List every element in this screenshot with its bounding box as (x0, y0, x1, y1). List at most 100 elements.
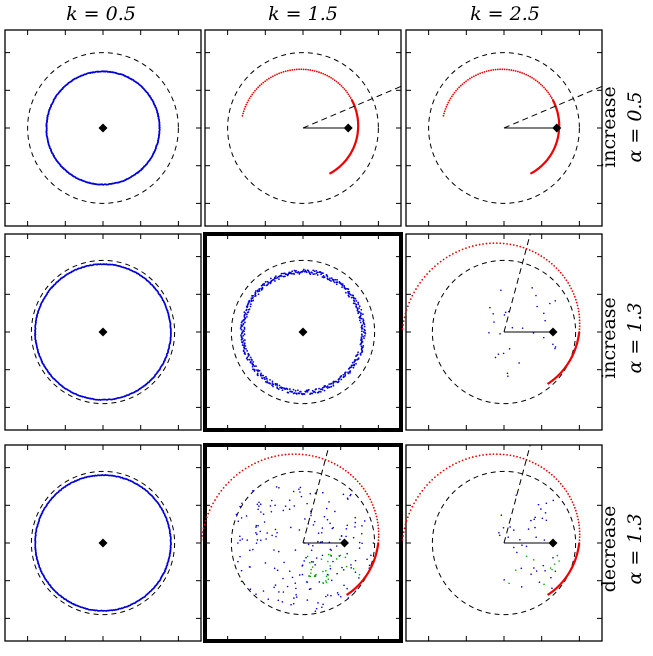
scatter-point (513, 546, 515, 549)
red-arc-dot (434, 265, 436, 268)
blue-point (293, 392, 296, 394)
blue-point (282, 272, 285, 275)
scatter-point (520, 586, 523, 588)
blue-point (338, 280, 341, 283)
blue-point (251, 365, 254, 368)
scatter-point (554, 347, 556, 350)
red-arc-dot (543, 467, 545, 470)
red-arc-dot (502, 242, 505, 245)
scatter-point (497, 353, 500, 355)
scatter-point (328, 501, 330, 503)
red-arc-dot (528, 460, 531, 462)
red-arc-dot (578, 316, 581, 319)
blue-point (340, 374, 343, 377)
red-arc-dot (376, 521, 379, 524)
scatter-point (315, 607, 318, 610)
red-arc-dot (300, 68, 303, 71)
red-arc-dot (309, 69, 312, 71)
panel-1-0 (4, 233, 202, 431)
blue-point (274, 280, 276, 282)
blue-point (243, 326, 246, 329)
blue-point (258, 369, 261, 372)
blue-point (266, 378, 268, 380)
scatter-point (533, 518, 536, 521)
red-arc-dot (295, 68, 298, 71)
blue-point (247, 308, 250, 311)
scatter-point (366, 558, 368, 561)
blue-point (355, 362, 357, 365)
scatter-point (278, 487, 280, 489)
red-arc-dot (512, 244, 515, 246)
scatter-point (295, 593, 297, 596)
blue-point (359, 314, 362, 317)
scatter-point (259, 539, 262, 542)
red-arc-dot (346, 91, 349, 94)
blue-point (258, 290, 261, 292)
red-arc-dot (461, 248, 464, 251)
red-arc-dot (578, 328, 581, 330)
red-arc-dot (577, 307, 580, 310)
blue-point (277, 275, 280, 278)
red-arc-dot (570, 287, 573, 290)
row-label-1-top: increase (598, 297, 620, 379)
blue-point (284, 275, 286, 278)
red-arc-dot (371, 504, 374, 506)
red-arc-dot (574, 509, 577, 512)
blue-point (265, 284, 268, 287)
red-arc-dot (540, 466, 543, 468)
scatter-point (494, 356, 497, 359)
red-arc-dot (540, 255, 543, 257)
green-point (525, 555, 528, 558)
red-arc-dot (377, 539, 380, 541)
green-point (308, 561, 311, 564)
blue-point (313, 273, 316, 275)
blue-point (320, 273, 322, 276)
red-arc-dot (305, 453, 307, 456)
green-point (344, 556, 347, 559)
red-arc-dot (207, 512, 210, 515)
blue-point (321, 276, 324, 278)
blue-point (354, 358, 356, 361)
green-point (329, 554, 332, 556)
blue-point (337, 380, 340, 383)
red-arc-dot (375, 515, 378, 518)
red-arc-dot (291, 68, 294, 71)
scatter-point (536, 305, 538, 308)
panel-0-0 (4, 29, 202, 227)
column-titles: k = 0.5 k = 1.5 k = 2.5 (66, 3, 540, 25)
scatter-point (317, 532, 320, 535)
blue-point (291, 270, 294, 273)
blue-point (312, 269, 315, 272)
red-arc-solid (546, 331, 581, 385)
blue-point (252, 299, 255, 302)
blue-point (269, 379, 271, 381)
green-point (327, 553, 330, 556)
red-arc-dot (404, 523, 407, 526)
scatter-point (521, 327, 524, 329)
green-point (327, 574, 330, 576)
blue-point (254, 290, 257, 292)
red-arc-dot (268, 77, 270, 80)
green-point (532, 559, 535, 561)
red-arc-dot (294, 453, 297, 456)
red-arc-dot (559, 482, 562, 485)
red-arc-dot (536, 80, 539, 83)
red-arc-dot (465, 458, 467, 461)
blue-point (363, 337, 365, 340)
red-arc-dot (254, 462, 256, 465)
scatter-point (329, 548, 332, 551)
blue-point (336, 278, 338, 281)
red-arc-dot (413, 291, 415, 294)
scatter-point (508, 348, 511, 350)
reference-circle (30, 470, 176, 616)
scatter-point (317, 540, 319, 543)
scatter-point (326, 518, 329, 521)
blue-point (316, 274, 319, 276)
red-arc-dot (446, 103, 449, 106)
scatter-point (542, 564, 545, 567)
blue-point (352, 299, 355, 302)
blue-point (334, 278, 337, 281)
red-arc-dot (277, 454, 280, 457)
blue-point (251, 359, 253, 361)
blue-point (360, 330, 363, 333)
